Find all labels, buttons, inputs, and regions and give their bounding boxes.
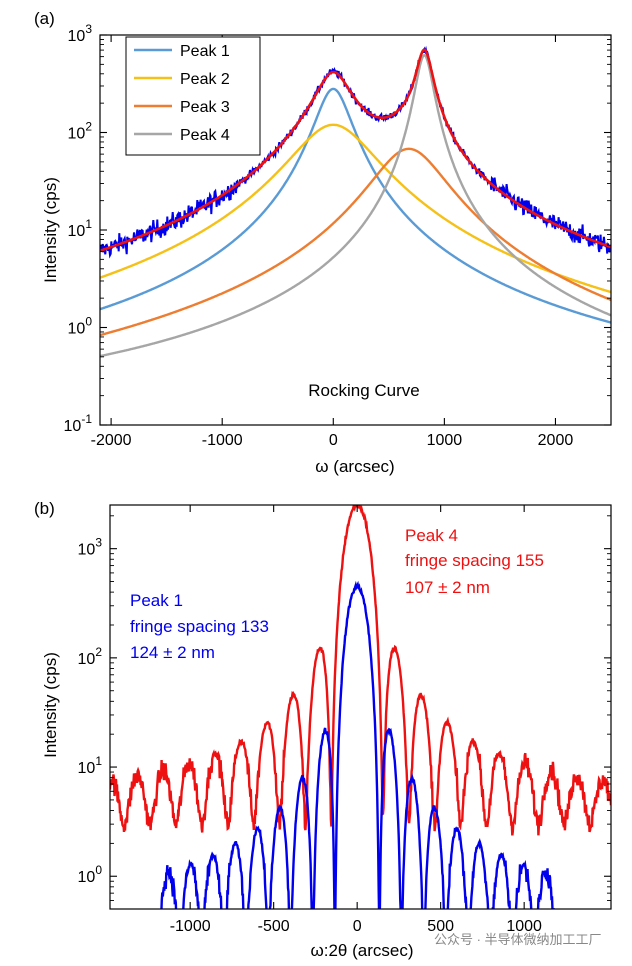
peak-4-annotation-title: Peak 4 — [405, 526, 458, 545]
panel-a-curves — [100, 45, 611, 358]
curve-peak-1 — [100, 87, 611, 324]
x-tick-label: -1000 — [170, 918, 211, 935]
y-tick-label: 10-1 — [64, 412, 93, 435]
x-tick-label: -1000 — [202, 432, 243, 449]
peak-1-annotation-fringe: fringe spacing 133 — [130, 617, 269, 636]
x-tick-label: 2000 — [538, 432, 574, 449]
panel-b-frame — [109, 504, 612, 910]
legend-label-peak-2: Peak 2 — [180, 71, 230, 88]
y-tick-label: 100 — [68, 315, 93, 338]
y-tick-label: 103 — [68, 22, 93, 45]
y-tick-label: 101 — [78, 754, 103, 777]
legend-box — [125, 36, 261, 156]
y-tick-label: 100 — [78, 863, 103, 886]
peak-1-annotation-thickness: 124 ± 2 nm — [130, 643, 215, 662]
rocking-curve-annotation: Rocking Curve — [308, 381, 420, 400]
panel-a: (a) -2000 -1000 0 1000 200010-1100101102103 … — [34, 9, 612, 476]
peak-4-annotation-thickness: 107 ± 2 nm — [405, 578, 490, 597]
x-tick-label: 1000 — [506, 918, 542, 935]
curve-peak-4 — [100, 53, 611, 358]
curve-peak-3 — [100, 147, 611, 337]
legend-label-peak-1: Peak 1 — [180, 43, 230, 60]
panel-a-y-axis-label: Intensity (cps) — [41, 177, 60, 283]
y-tick-label: 102 — [78, 645, 103, 668]
y-tick-label: 101 — [68, 217, 93, 240]
panel-a-tag: (a) — [34, 9, 55, 28]
curve-peak-2 — [100, 123, 611, 294]
xrd-curve-peak-1 — [160, 580, 555, 909]
x-tick-label: 0 — [329, 432, 338, 449]
xrd-curve-peak-4 — [110, 505, 611, 836]
fit-curve — [100, 48, 611, 252]
y-tick-label: 102 — [68, 120, 93, 143]
peak-1-annotation-title: Peak 1 — [130, 591, 183, 610]
legend-label-peak-3: Peak 3 — [180, 99, 230, 116]
panel-b-ticks: -1000 -500 0 500 1000 100 101 102 103 — [78, 505, 611, 935]
panel-b: (b) -1000 -500 0 500 1000 100 101 102 103 Peak 4… — [34, 499, 612, 960]
y-tick-label: 103 — [78, 536, 103, 559]
watermark: 公众号 · 半导体微纳加工工厂 — [434, 932, 602, 947]
x-tick-label: 500 — [427, 918, 454, 935]
peak-4-annotation: Peak 4 fringe spacing 155 107 ± 2 nm — [405, 526, 544, 597]
panel-b-x-axis-label: ω:2θ (arcsec) — [310, 941, 413, 960]
x-tick-label: 0 — [353, 918, 362, 935]
x-tick-label: -2000 — [91, 432, 132, 449]
panel-a-legend: Peak 1 Peak 2 Peak 3 Peak 4 — [125, 36, 261, 156]
panel-b-y-axis-label: Intensity (cps) — [41, 652, 60, 758]
x-tick-label: -500 — [258, 918, 290, 935]
peak-1-annotation: Peak 1 fringe spacing 133 124 ± 2 nm — [130, 591, 269, 662]
peak-4-annotation-fringe: fringe spacing 155 — [405, 551, 544, 570]
panel-b-curves — [110, 505, 611, 909]
panel-b-tag: (b) — [34, 499, 55, 518]
panel-a-x-axis-label: ω (arcsec) — [315, 457, 394, 476]
x-tick-label: 1000 — [427, 432, 463, 449]
legend-label-peak-4: Peak 4 — [180, 127, 230, 144]
